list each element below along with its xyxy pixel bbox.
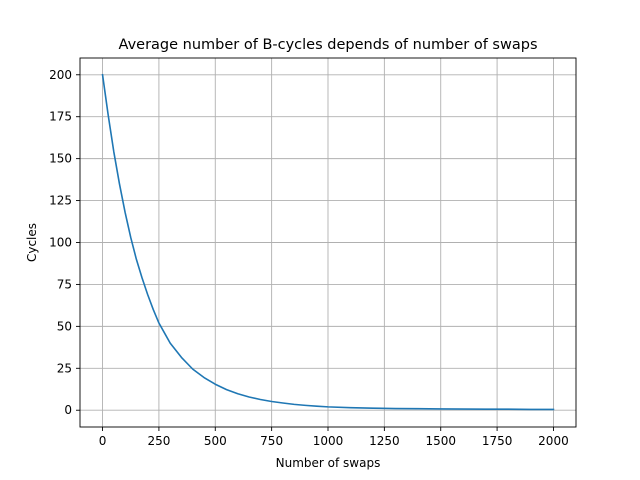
grid <box>80 58 576 427</box>
y-tick-label: 50 <box>57 319 72 333</box>
series-line <box>101 73 555 411</box>
x-tick-label: 1000 <box>313 434 344 448</box>
y-tick-label: 125 <box>49 194 72 208</box>
y-tick-label: 0 <box>64 403 72 417</box>
y-tick-label: 150 <box>49 152 72 166</box>
ticks: 0 250 500 750 1000 1250 1500 1750 2000 0 25 50 75 100… <box>49 68 569 448</box>
y-tick-label: 75 <box>57 277 72 291</box>
x-tick-label: 1500 <box>425 434 456 448</box>
x-tick-label: 0 <box>99 434 107 448</box>
x-tick-label: 2000 <box>538 434 569 448</box>
y-tick-label: 200 <box>49 68 72 82</box>
x-axis-label: Number of swaps <box>276 456 381 470</box>
x-tick-label: 250 <box>147 434 170 448</box>
x-tick-label: 1250 <box>369 434 400 448</box>
y-tick-label: 25 <box>57 361 72 375</box>
chart-title: Average number of B-cycles depends of nu… <box>119 37 538 53</box>
x-tick-label: 1750 <box>482 434 513 448</box>
x-tick-label: 750 <box>260 434 283 448</box>
y-axis-label: Cycles <box>25 223 39 262</box>
x-tick-label: 500 <box>204 434 227 448</box>
series-layer <box>101 73 555 411</box>
y-tick-label: 100 <box>49 236 72 250</box>
y-tick-label: 175 <box>49 110 72 124</box>
